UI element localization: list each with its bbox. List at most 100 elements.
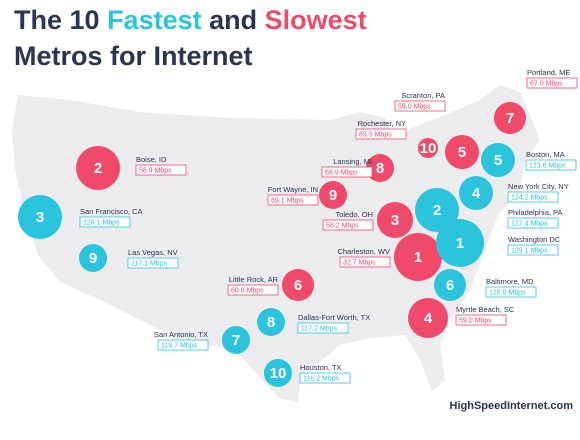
metro-name: Little Rock, AR (229, 275, 279, 284)
metro-speed: 127.4 Mbps (511, 220, 548, 227)
speed-box (526, 77, 578, 89)
metros: 2 Boise, ID 56.9 Mbps 8 Lansing, MI 68.9 Mbps… (18, 68, 578, 387)
speed-box (322, 219, 374, 231)
metro-marker (459, 176, 493, 210)
metro-rank: 6 (294, 277, 302, 294)
speed-box (507, 217, 559, 229)
metro-rank: 7 (232, 332, 240, 349)
speed-box (297, 322, 349, 334)
title-prefix: The 10 (14, 5, 100, 35)
metro-rank: 5 (494, 152, 502, 169)
metro-rank: 5 (458, 144, 466, 161)
metro-speed: 119.7 Mbps (161, 342, 198, 349)
metro-marker (377, 202, 413, 238)
speed-box (455, 314, 507, 326)
metro-speed: 124.2 Mbps (511, 194, 548, 201)
metro-name: Baltimore, MD (486, 277, 534, 286)
metro-rank: 8 (376, 160, 384, 177)
metro-rank: 1 (414, 249, 422, 266)
logo: HighSpeedInternet.com (450, 400, 574, 412)
metro-marker (79, 244, 107, 272)
metro-speed: 69.1 Mbps (271, 197, 304, 204)
metro-marker (366, 154, 394, 182)
metro-marker (319, 181, 347, 209)
metro-marker (436, 219, 484, 267)
speed-box (485, 286, 537, 298)
speed-box (507, 244, 559, 256)
metro-name: Myrtle Beach, SC (456, 305, 515, 314)
metro-rank: 1 (456, 235, 464, 252)
us-map (12, 85, 540, 402)
metro-marker (408, 298, 448, 338)
speed-box (127, 257, 179, 269)
metro-rank: 8 (267, 314, 275, 331)
metro-rank: 10 (270, 365, 287, 382)
metro-name: Portland, ME (527, 68, 570, 77)
metro-speed: 59.0 Mbps (459, 317, 492, 324)
metro-speed: 59.0 Mbps (398, 103, 431, 110)
metro-marker (445, 135, 479, 169)
metro-speed: 67.0 Mbps (530, 80, 563, 87)
speed-box (355, 128, 407, 140)
metro-speed: 68.9 Mbps (325, 169, 358, 176)
metro-marker (282, 269, 314, 301)
metro-speed: 32.7 Mbps (343, 259, 376, 266)
metro-name: Rochester, NY (358, 119, 406, 128)
metro-rank: 2 (433, 202, 441, 219)
speed-box (79, 216, 131, 228)
metro-name: Boston, MA (526, 150, 565, 159)
metro-speed: 117.1 Mbps (131, 260, 168, 267)
metro-marker (394, 233, 442, 281)
metro-rank: 2 (94, 160, 102, 177)
speed-box (507, 191, 559, 203)
speed-box (394, 100, 446, 112)
metro-name: Boise, ID (136, 155, 167, 164)
metro-marker (257, 308, 285, 336)
metro-marker (415, 188, 459, 232)
speed-box (339, 256, 391, 268)
metro-speed: 117.2 Mbps (301, 325, 338, 332)
metro-speed: 129.1 Mbps (511, 247, 548, 254)
metro-name: San Antonio, TX (154, 330, 208, 339)
metro-rank: 4 (424, 310, 433, 327)
metro-name: New York City, NY (508, 182, 569, 191)
metro-marker (264, 359, 292, 387)
metro-name: Washington DC (508, 235, 561, 244)
metro-rank: 9 (329, 187, 337, 204)
metro-marker (481, 143, 515, 177)
metro-speed: 123.6 Mbps (529, 162, 566, 169)
speed-box (227, 284, 279, 296)
metro-speed: 58.2 Mbps (326, 222, 359, 229)
metro-marker (222, 326, 250, 354)
title-line2: Metros for Internet (14, 41, 253, 71)
speed-box (267, 194, 319, 206)
metro-rank: 6 (446, 277, 454, 294)
title-fastest: Fastest (107, 5, 202, 35)
metro-rank: 4 (472, 185, 481, 202)
metro-rank: 7 (506, 110, 514, 127)
metro-speed: 56.9 Mbps (139, 167, 172, 174)
metro-name: Toledo, OH (335, 210, 373, 219)
metro-marker (494, 102, 526, 134)
metro-rank: 3 (391, 212, 399, 229)
metro-speed: 126.1 Mbps (83, 219, 120, 226)
speed-box (299, 372, 351, 384)
speed-box (321, 166, 373, 178)
metro-name: Philadelphia, PA (508, 208, 562, 217)
metro-speed: 120.9 Mbps (489, 289, 526, 296)
speed-box (135, 164, 187, 176)
title-and: and (209, 5, 257, 35)
metro-name: Charleston, WV (337, 247, 390, 256)
metro-name: Scranton, PA (401, 91, 445, 100)
metro-rank: 3 (36, 209, 44, 226)
metro-speed: 116.2 Mbps (303, 375, 340, 382)
metro-speed: 60.8 Mbps (231, 287, 264, 294)
metro-name: Dallas-Fort Worth, TX (298, 313, 370, 322)
title-line1: The 10 Fastest and Slowest (14, 5, 367, 35)
metro-name: Fort Wayne, IN (268, 185, 318, 194)
metro-speed: 69.5 Mbps (359, 131, 392, 138)
speed-box (157, 339, 209, 351)
metro-name: San Francisco, CA (80, 207, 143, 216)
title-slowest: Slowest (265, 5, 367, 35)
